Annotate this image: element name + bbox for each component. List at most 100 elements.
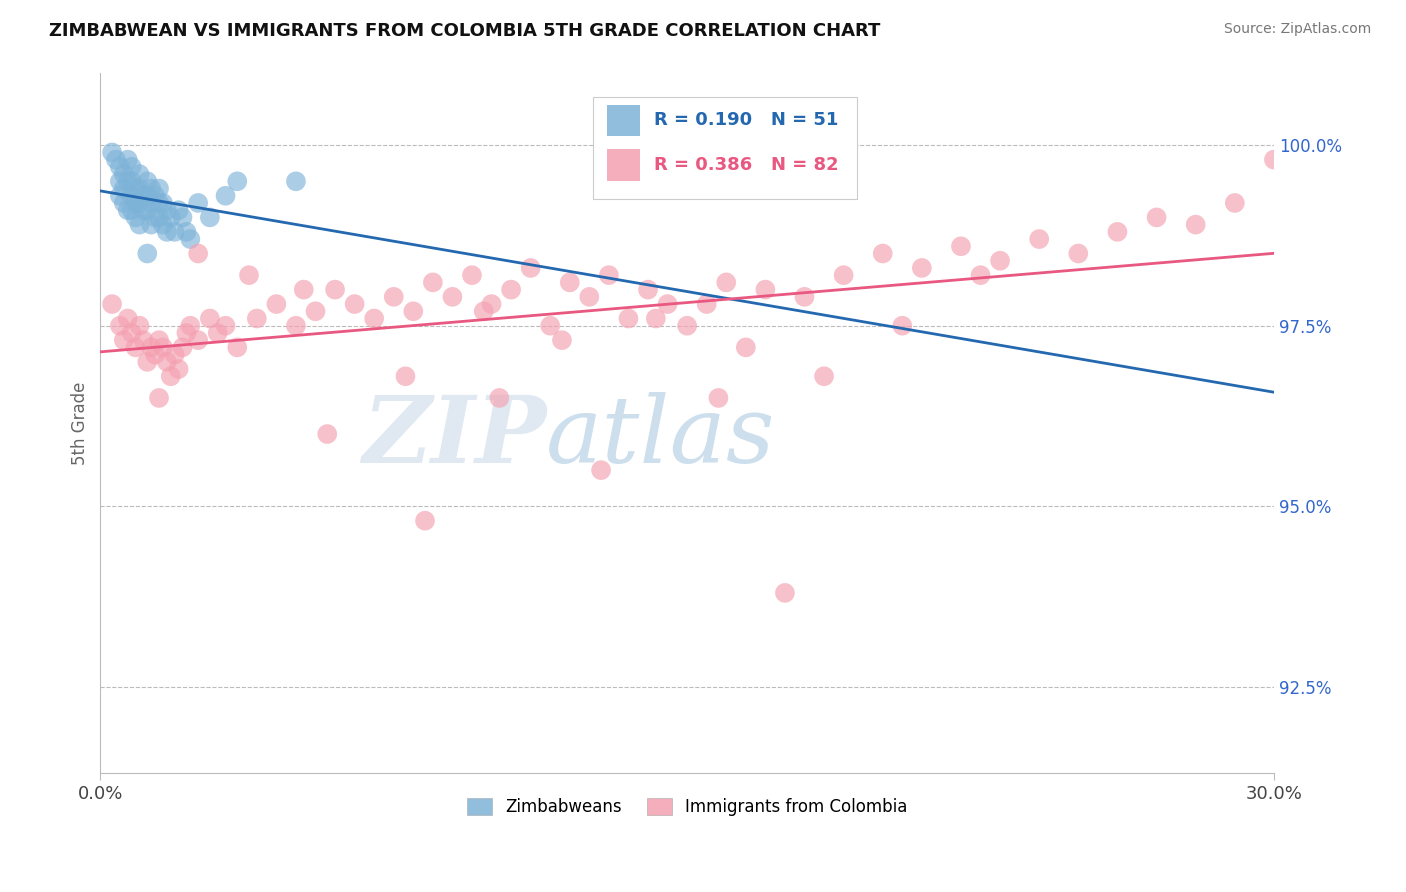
Point <box>101 145 124 160</box>
Point <box>394 369 416 384</box>
Point <box>1184 218 1206 232</box>
Point <box>156 355 179 369</box>
Point <box>343 297 366 311</box>
Point <box>832 268 855 282</box>
Point <box>284 318 307 333</box>
Point <box>793 290 815 304</box>
Point <box>108 174 131 188</box>
Point <box>292 283 315 297</box>
Point <box>132 188 155 202</box>
Point <box>136 188 159 202</box>
Point <box>382 290 405 304</box>
Point <box>112 333 135 347</box>
Point <box>238 268 260 282</box>
Point <box>716 276 738 290</box>
Point <box>143 188 166 202</box>
Point <box>207 326 229 340</box>
Point <box>988 253 1011 268</box>
Point <box>284 174 307 188</box>
Point <box>163 225 186 239</box>
Point <box>148 211 170 225</box>
Point <box>187 333 209 347</box>
Point <box>481 297 503 311</box>
Point <box>121 174 143 188</box>
Point <box>112 196 135 211</box>
Point <box>226 340 249 354</box>
Point <box>136 203 159 218</box>
Point <box>558 276 581 290</box>
Point <box>1146 211 1168 225</box>
Point <box>172 211 194 225</box>
Point <box>128 196 150 211</box>
Point <box>461 268 484 282</box>
Point <box>136 174 159 188</box>
Point <box>148 196 170 211</box>
Point <box>198 211 221 225</box>
Point <box>413 514 436 528</box>
Point <box>128 318 150 333</box>
Point <box>754 283 776 297</box>
Point <box>578 290 600 304</box>
Point <box>136 246 159 260</box>
Point <box>117 153 139 167</box>
Point <box>124 211 146 225</box>
Point <box>949 239 972 253</box>
Point <box>148 391 170 405</box>
Point <box>1067 246 1090 260</box>
Point <box>117 203 139 218</box>
Point <box>141 196 163 211</box>
Point <box>112 167 135 181</box>
Point <box>163 348 186 362</box>
Point <box>226 174 249 188</box>
Point <box>969 268 991 282</box>
Point <box>316 427 339 442</box>
Point <box>637 283 659 297</box>
Y-axis label: 5th Grade: 5th Grade <box>72 382 89 465</box>
Point <box>1263 153 1285 167</box>
Point <box>1107 225 1129 239</box>
Point <box>124 340 146 354</box>
Point <box>1028 232 1050 246</box>
Point <box>136 355 159 369</box>
Point <box>159 211 181 225</box>
Point <box>402 304 425 318</box>
Point <box>176 225 198 239</box>
Point <box>167 203 190 218</box>
Point <box>128 181 150 195</box>
Text: atlas: atlas <box>547 392 776 483</box>
Point <box>734 340 756 354</box>
Point <box>214 318 236 333</box>
Point <box>598 268 620 282</box>
Point <box>176 326 198 340</box>
Point <box>179 318 201 333</box>
Point <box>246 311 269 326</box>
Point <box>813 369 835 384</box>
Point <box>187 196 209 211</box>
Point <box>657 297 679 311</box>
Point <box>128 218 150 232</box>
Point <box>872 246 894 260</box>
Point <box>152 196 174 211</box>
Point <box>105 153 128 167</box>
Point <box>644 311 666 326</box>
Point <box>152 218 174 232</box>
Point <box>551 333 574 347</box>
Point <box>172 340 194 354</box>
Point <box>266 297 288 311</box>
Point <box>112 181 135 195</box>
FancyBboxPatch shape <box>607 149 640 181</box>
Point <box>441 290 464 304</box>
Point <box>156 225 179 239</box>
Point <box>617 311 640 326</box>
Point <box>108 160 131 174</box>
Point <box>132 203 155 218</box>
Point <box>101 297 124 311</box>
Point <box>472 304 495 318</box>
Text: ZIP: ZIP <box>363 392 547 483</box>
Point <box>148 333 170 347</box>
Point <box>304 304 326 318</box>
Point <box>121 203 143 218</box>
Point <box>121 160 143 174</box>
Point <box>1223 196 1246 211</box>
Point <box>501 283 523 297</box>
